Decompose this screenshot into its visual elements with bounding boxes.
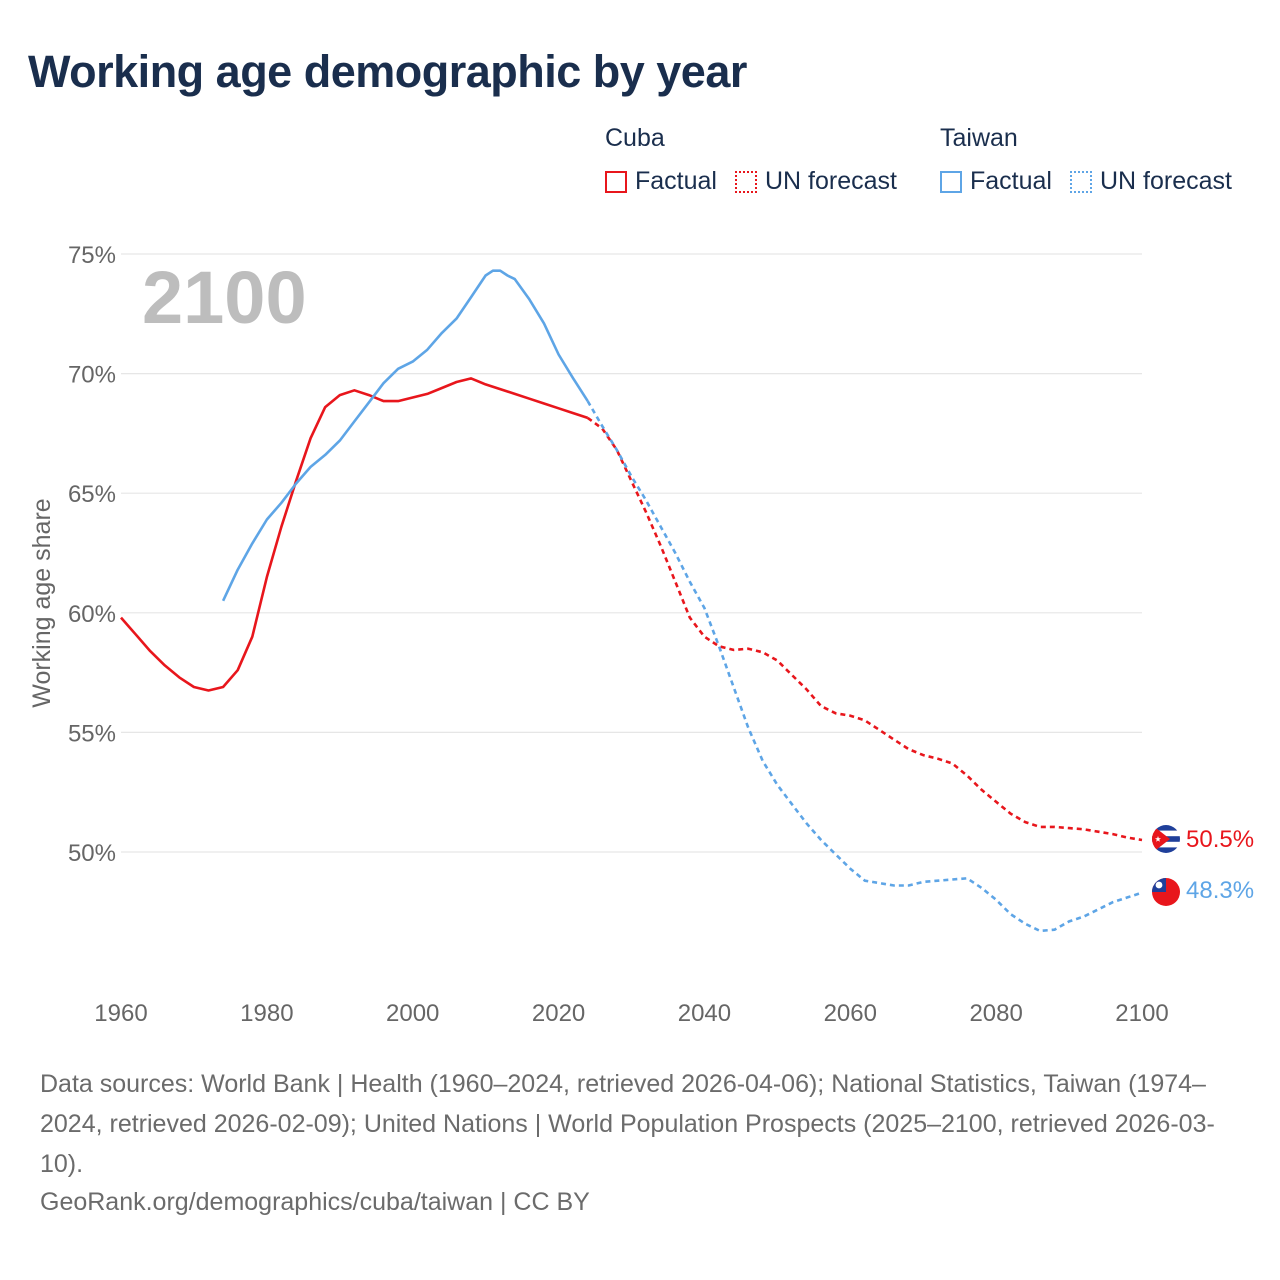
x-tick-label: 1960 <box>94 1000 147 1027</box>
y-tick-label: 50% <box>68 840 116 867</box>
legend-taiwan-forecast-swatch <box>1069 170 1092 193</box>
legend-cuba-factual-swatch <box>605 170 627 193</box>
series-lines <box>120 269 1143 933</box>
y-tick-label: 75% <box>68 242 116 269</box>
cuba-forecast-line <box>586 416 1143 842</box>
cuba-factual-line <box>120 377 589 692</box>
legend-cuba-forecast-label: UN forecast <box>764 167 897 195</box>
taiwan-end-value-label: 48.3% <box>1186 877 1254 904</box>
legend-cuba-factual-label: Factual <box>635 167 717 195</box>
taiwan-factual-line <box>221 269 589 602</box>
x-tick-label: 2100 <box>1115 1000 1168 1027</box>
y-tick-label: 70% <box>68 362 116 389</box>
x-tick-label: 2040 <box>678 1000 731 1027</box>
legend-taiwan-title: Taiwan <box>940 124 1018 152</box>
legend-cuba-forecast-swatch <box>734 170 757 193</box>
legend-taiwan-factual-label: Factual <box>970 167 1052 195</box>
taiwan-forecast-line <box>586 400 1143 933</box>
data-sources-note: Data sources: World Bank | Health (1960–… <box>40 1070 1215 1178</box>
y-tick-label: 65% <box>68 481 116 508</box>
legend-cuba-factual[interactable]: Factual <box>605 167 717 196</box>
line-chart: 2100 50% 55% 60% 65% 70% 75% 1960 1980 2000 2020… <box>28 242 1254 1027</box>
cuba-flag-icon <box>1152 825 1180 853</box>
legend-cuba-title: Cuba <box>605 124 665 152</box>
x-tick-label: 1980 <box>240 1000 293 1027</box>
chart-title: Working age demographic by year <box>28 46 747 97</box>
cuba-end-value-label: 50.5% <box>1186 826 1254 853</box>
x-tick-label: 2060 <box>824 1000 877 1027</box>
legend-taiwan-forecast-label: UN forecast <box>1099 167 1232 195</box>
legend-cuba: Cuba Factual UN forecast <box>605 124 915 196</box>
legend-taiwan-factual[interactable]: Factual <box>940 167 1052 196</box>
current-year-label: 2100 <box>142 256 307 339</box>
y-tick-label: 55% <box>68 720 116 747</box>
y-axis-ticks: 50% 55% 60% 65% 70% 75% <box>68 242 116 867</box>
credit-link[interactable]: GeoRank.org/demographics/cuba/taiwan | C… <box>40 1188 590 1216</box>
legend-cuba-forecast[interactable]: UN forecast <box>734 167 897 196</box>
legend-taiwan-forecast[interactable]: UN forecast <box>1069 167 1232 196</box>
taiwan-flag-icon <box>1152 878 1180 906</box>
y-tick-label: 60% <box>68 601 116 628</box>
x-tick-label: 2020 <box>532 1000 585 1027</box>
y-axis-label: Working age share <box>28 498 56 707</box>
legend-taiwan-factual-swatch <box>940 170 962 193</box>
x-tick-label: 2080 <box>969 1000 1022 1027</box>
x-axis-ticks: 1960 1980 2000 2020 2040 2060 2080 2100 <box>94 1000 1168 1027</box>
x-tick-label: 2000 <box>386 1000 439 1027</box>
legend-taiwan: Taiwan Factual UN forecast <box>940 124 1232 196</box>
